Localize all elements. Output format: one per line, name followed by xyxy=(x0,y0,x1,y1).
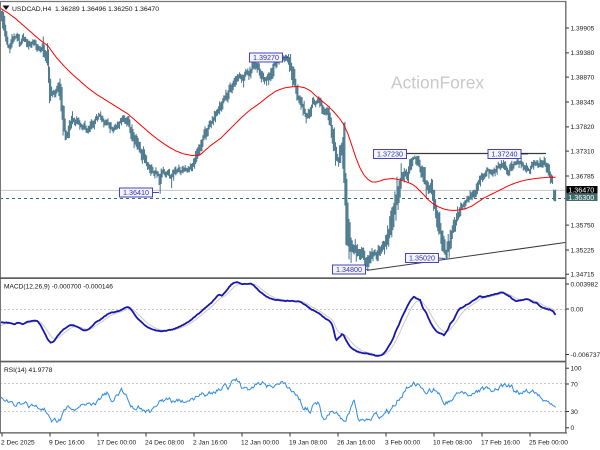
svg-text:0.00: 0.00 xyxy=(571,306,584,313)
svg-text:1.35020: 1.35020 xyxy=(409,254,435,263)
svg-text:1.34800: 1.34800 xyxy=(336,265,362,274)
svg-text:1.35750: 1.35750 xyxy=(571,222,595,229)
svg-text:1.37820: 1.37820 xyxy=(571,124,595,131)
svg-text:ActionForex: ActionForex xyxy=(391,73,485,93)
svg-text:1.38870: 1.38870 xyxy=(571,74,595,81)
svg-text:12 Jan 00:00: 12 Jan 00:00 xyxy=(241,440,279,447)
svg-text:30: 30 xyxy=(571,409,579,416)
svg-text:0.003982: 0.003982 xyxy=(571,281,599,288)
svg-text:1.37240: 1.37240 xyxy=(492,150,518,159)
svg-text:USDCAD,H4 1.36289 1.36496 1.3: USDCAD,H4 1.36289 1.36496 1.36250 1.3647… xyxy=(12,6,159,13)
svg-text:2 Dec 2025: 2 Dec 2025 xyxy=(1,440,35,447)
svg-text:10 Feb 08:00: 10 Feb 08:00 xyxy=(433,440,472,447)
svg-text:1.35225: 1.35225 xyxy=(571,247,595,254)
svg-text:1.39380: 1.39380 xyxy=(571,50,595,57)
svg-text:1.39270: 1.39270 xyxy=(253,53,279,62)
svg-text:25 Feb 00:00: 25 Feb 00:00 xyxy=(529,440,568,447)
svg-text:-0.006737: -0.006737 xyxy=(571,352,600,359)
svg-text:1.36300: 1.36300 xyxy=(568,193,594,202)
svg-text:1.37230: 1.37230 xyxy=(377,150,403,159)
svg-text:26 Jan 16:00: 26 Jan 16:00 xyxy=(337,440,375,447)
svg-text:17 Dec 00:00: 17 Dec 00:00 xyxy=(97,440,137,447)
svg-text:1.36785: 1.36785 xyxy=(571,173,595,180)
svg-text:19 Jan 08:00: 19 Jan 08:00 xyxy=(289,440,327,447)
svg-text:0: 0 xyxy=(571,425,575,432)
svg-text:RSI(14) 41.9778: RSI(14) 41.9778 xyxy=(4,367,53,374)
svg-text:2 Jan 16:00: 2 Jan 16:00 xyxy=(193,440,228,447)
svg-text:9 Dec 16:00: 9 Dec 16:00 xyxy=(49,440,85,447)
svg-text:1.38345: 1.38345 xyxy=(571,99,595,106)
svg-text:1.34715: 1.34715 xyxy=(571,272,595,279)
svg-text:1.36410: 1.36410 xyxy=(123,188,149,197)
svg-text:1.39905: 1.39905 xyxy=(571,25,595,32)
svg-text:17 Feb 16:00: 17 Feb 16:00 xyxy=(481,440,520,447)
svg-text:1.37310: 1.37310 xyxy=(571,148,595,155)
svg-text:70: 70 xyxy=(571,381,579,388)
svg-text:1.36470: 1.36470 xyxy=(568,185,594,194)
svg-text:24 Dec 08:00: 24 Dec 08:00 xyxy=(145,440,185,447)
svg-text:3 Feb 00:00: 3 Feb 00:00 xyxy=(385,440,421,447)
svg-text:MACD(12,26,9) -0.000700 -0.000: MACD(12,26,9) -0.000700 -0.000146 xyxy=(4,284,113,291)
svg-text:100: 100 xyxy=(571,366,582,373)
